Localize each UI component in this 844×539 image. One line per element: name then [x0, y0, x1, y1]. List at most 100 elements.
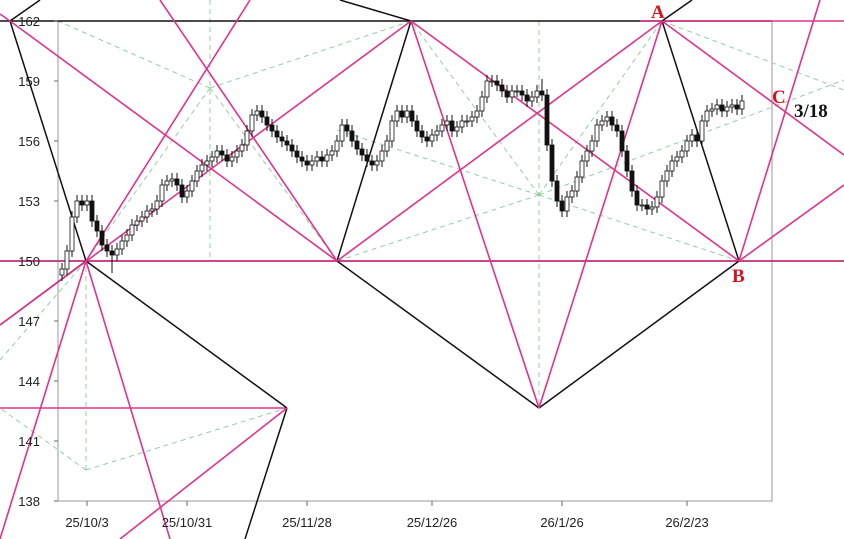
candle-body: [229, 156, 235, 162]
pink-line: [336, 20, 663, 262]
candle-body: [364, 154, 370, 162]
candle-body: [149, 208, 155, 212]
candle-body: [584, 150, 590, 162]
x-tick-label: 25/12/26: [407, 515, 458, 530]
pink-line: [661, 20, 844, 156]
black-line: [339, 0, 412, 22]
candle-body: [489, 80, 495, 83]
candle-body: [699, 120, 705, 142]
candle-body: [724, 106, 730, 112]
guide: [0, 407, 87, 471]
candle-body: [189, 180, 195, 192]
candle-body: [69, 216, 75, 252]
candle-body: [419, 130, 425, 138]
candle-body: [344, 124, 350, 132]
candle-body: [369, 160, 375, 166]
pink-line: [0, 20, 412, 326]
candle-body: [239, 144, 245, 152]
candle-body: [629, 170, 635, 192]
candle-body: [509, 90, 515, 98]
candle-body: [624, 150, 630, 172]
candle-body: [434, 130, 440, 136]
guide: [410, 20, 540, 196]
candle-body: [654, 196, 660, 208]
candle-body: [179, 184, 185, 198]
candle-body: [304, 160, 310, 166]
candle-body: [739, 100, 745, 110]
candle-body: [559, 200, 565, 212]
candle-body: [389, 120, 395, 142]
candle-body: [324, 154, 330, 162]
x-tick-label: 26/1/26: [540, 515, 583, 530]
candle-body: [199, 164, 205, 172]
pink-line: [159, 0, 338, 262]
candle-body: [649, 206, 655, 210]
x-tick-label: 25/10/31: [162, 515, 213, 530]
annotation: 3/18: [794, 101, 828, 122]
candle-body: [734, 104, 740, 110]
y-tick-label: 144: [18, 374, 40, 389]
black-line: [538, 260, 740, 409]
black-line: [9, 0, 41, 22]
candle-body: [119, 240, 125, 250]
candle-body: [164, 180, 170, 186]
candle-body: [454, 126, 460, 132]
candle-body: [264, 116, 270, 126]
black-line: [661, 0, 693, 22]
candle-body: [549, 144, 555, 182]
candle-body: [484, 80, 490, 98]
candle-body: [99, 230, 105, 246]
candle-body: [224, 154, 230, 162]
black-line: [336, 20, 412, 262]
candle-body: [494, 80, 500, 86]
candle-body: [204, 160, 210, 166]
candle-body: [474, 110, 480, 118]
candle-body: [294, 150, 300, 158]
candle-body: [719, 104, 725, 112]
annotation: A: [651, 2, 665, 23]
candle-body: [274, 130, 280, 138]
candle-body: [639, 204, 645, 207]
candle-body: [679, 150, 685, 158]
candle-body: [244, 130, 250, 146]
candle-body: [269, 124, 275, 132]
guide: [0, 260, 87, 361]
pink-line: [85, 260, 171, 539]
candle-body: [529, 96, 535, 102]
candle-body: [634, 190, 640, 206]
candle-body: [704, 110, 710, 122]
candle-body: [289, 144, 295, 152]
guide: [538, 194, 740, 262]
candle-body: [329, 150, 335, 156]
candle-body: [534, 90, 540, 98]
candle-body: [394, 110, 400, 122]
y-tick-label: 141: [18, 434, 40, 449]
candle-body: [644, 204, 650, 210]
candle-body: [524, 94, 530, 102]
y-tick-label: 147: [18, 314, 40, 329]
candle-body: [564, 196, 570, 212]
candle-body: [134, 220, 140, 226]
candle-body: [84, 200, 90, 206]
candle-body: [64, 250, 70, 270]
candle-body: [219, 150, 225, 156]
pink-line: [538, 20, 663, 409]
candle-body: [154, 200, 160, 210]
candle-body: [414, 120, 420, 132]
candle-body: [169, 178, 175, 182]
y-tick-label: 159: [18, 74, 40, 89]
candle-body: [359, 148, 365, 156]
pink-line: [0, 13, 11, 22]
candle-body: [714, 104, 720, 110]
candle-body: [214, 150, 220, 158]
pink-line: [410, 20, 540, 409]
candle-body: [514, 90, 520, 93]
candle-body: [479, 96, 485, 112]
candle-body: [184, 190, 190, 198]
candle-body: [104, 244, 110, 252]
candle-body: [554, 180, 560, 202]
candle-body: [144, 210, 150, 218]
candle-body: [659, 180, 665, 198]
